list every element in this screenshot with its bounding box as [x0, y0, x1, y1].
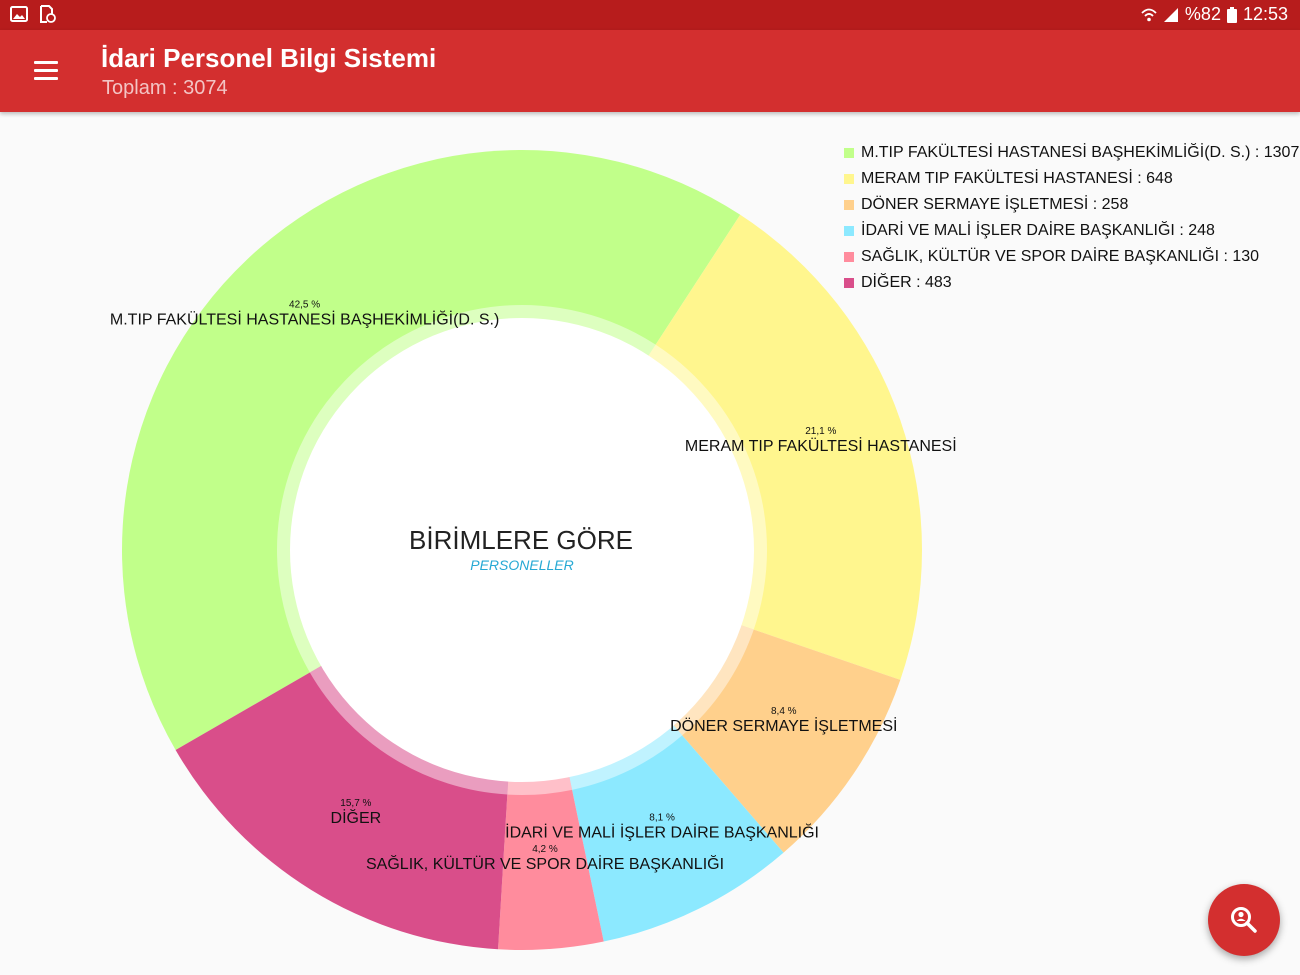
search-person-button[interactable]	[1208, 884, 1280, 956]
legend-item: M.TIP FAKÜLTESİ HASTANESİ BAŞHEKİMLİĞİ(D…	[844, 140, 1299, 166]
legend-label: DİĞER : 483	[861, 274, 952, 291]
menu-button[interactable]	[22, 50, 68, 92]
chart-center-subtitle: PERSONELLER	[470, 557, 573, 573]
legend-swatch	[844, 278, 854, 288]
person-search-icon	[1231, 907, 1257, 933]
legend-label: MERAM TIP FAKÜLTESİ HASTANESİ : 648	[861, 170, 1173, 187]
battery-icon	[1226, 6, 1237, 23]
slice-percent-label: 8,1 %	[649, 812, 675, 823]
file-sync-icon	[40, 5, 56, 23]
battery-percent: %82	[1184, 4, 1221, 24]
chart-center-hole	[290, 318, 754, 782]
legend-swatch	[844, 226, 854, 236]
slice-percent-label: 8,4 %	[771, 706, 797, 717]
slice-percent-label: 21,1 %	[805, 426, 836, 437]
chart-labels: 42,5 %M.TIP FAKÜLTESİ HASTANESİ BAŞHEKİM…	[110, 300, 957, 874]
legend-label: SAĞLIK, KÜLTÜR VE SPOR DAİRE BAŞKANLIĞI …	[861, 248, 1260, 265]
slice-percent-label: 4,2 %	[532, 844, 558, 855]
chart-legend: M.TIP FAKÜLTESİ HASTANESİ BAŞHEKİMLİĞİ(D…	[844, 140, 1299, 296]
clock: 12:53	[1242, 4, 1288, 24]
donut-chart: BİRİMLERE GÖRE PERSONELLER 42,5 %M.TIP F…	[110, 149, 957, 950]
slice-name-label: SAĞLIK, KÜLTÜR VE SPOR DAİRE BAŞKANLIĞI	[366, 854, 724, 873]
legend-item: İDARİ VE MALİ İŞLER DAİRE BAŞKANLIĞI : 2…	[844, 218, 1299, 244]
legend-swatch	[844, 174, 854, 184]
legend-label: DÖNER SERMAYE İŞLETMESİ : 258	[861, 196, 1129, 213]
slice-percent-label: 42,5 %	[289, 300, 320, 311]
wifi-icon	[1141, 8, 1157, 21]
image-icon	[10, 6, 28, 22]
slice-name-label: DİĞER	[331, 808, 382, 827]
legend-item: DÖNER SERMAYE İŞLETMESİ : 258	[844, 192, 1299, 218]
legend-item: DİĞER : 483	[844, 270, 1299, 296]
chart-center-title: BİRİMLERE GÖRE	[409, 525, 633, 555]
app-subtitle: Toplam : 3074	[102, 77, 228, 99]
legend-label: İDARİ VE MALİ İŞLER DAİRE BAŞKANLIĞI : 2…	[861, 222, 1215, 239]
legend-swatch	[844, 200, 854, 210]
status-bar: %82 12:53	[0, 0, 1300, 30]
app-bar: İdari Personel Bilgi Sistemi Toplam : 30…	[0, 30, 1300, 112]
legend-swatch	[844, 252, 854, 262]
signal-icon	[1163, 7, 1178, 22]
legend-swatch	[844, 148, 854, 158]
slice-name-label: İDARİ VE MALİ İŞLER DAİRE BAŞKANLIĞI	[505, 822, 819, 841]
app-title: İdari Personel Bilgi Sistemi	[101, 43, 437, 73]
legend-label: M.TIP FAKÜLTESİ HASTANESİ BAŞHEKİMLİĞİ(D…	[861, 144, 1300, 161]
slice-name-label: DÖNER SERMAYE İŞLETMESİ	[670, 716, 897, 735]
slice-percent-label: 15,7 %	[340, 798, 371, 809]
slice-name-label: M.TIP FAKÜLTESİ HASTANESİ BAŞHEKİMLİĞİ(D…	[110, 310, 499, 329]
legend-item: MERAM TIP FAKÜLTESİ HASTANESİ : 648	[844, 166, 1299, 192]
legend-item: SAĞLIK, KÜLTÜR VE SPOR DAİRE BAŞKANLIĞI …	[844, 244, 1299, 270]
slice-name-label: MERAM TIP FAKÜLTESİ HASTANESİ	[685, 436, 957, 455]
